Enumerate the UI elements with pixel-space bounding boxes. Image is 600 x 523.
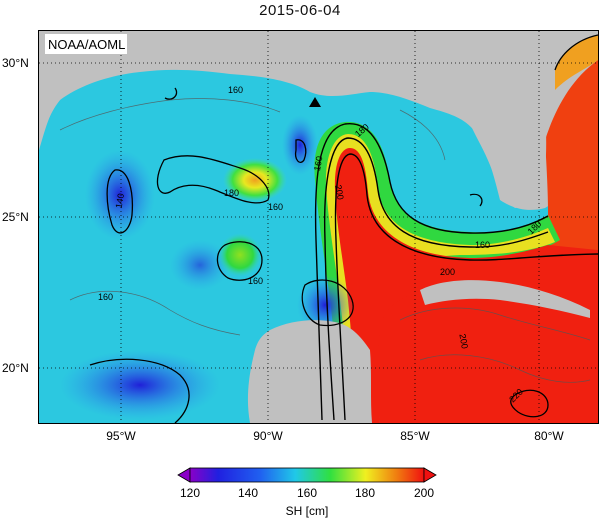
colorbar-tick: 200 [414, 486, 434, 500]
eddy-low-west [85, 150, 155, 240]
contour-label: 200 [440, 267, 455, 277]
contour-label: 200 [333, 184, 345, 201]
colorbar: 120 140 160 180 200 SH [cm] [177, 467, 437, 518]
lat-label: 20°N [2, 361, 29, 375]
contour-label: 160 [312, 155, 324, 172]
north-coast-land [39, 31, 598, 150]
map-plot-area [39, 31, 598, 423]
colorbar-ticks: 120 140 160 180 200 [180, 486, 434, 500]
colorbar-bar [189, 467, 425, 483]
colorbar-max-arrow [423, 467, 437, 483]
yucatan-land [247, 320, 372, 423]
atlantic-warm [545, 60, 598, 262]
lat-lon-grid [39, 31, 598, 423]
contour-label: 160 [228, 85, 243, 95]
colorbar-min-arrow [177, 467, 191, 483]
eddy-high-center [223, 158, 287, 202]
colorbar-label: SH [cm] [286, 504, 329, 518]
colorbar-tick: 160 [297, 486, 317, 500]
lon-label: 90°W [253, 429, 283, 443]
contour-lines [89, 34, 598, 423]
atlantic-edge [555, 35, 598, 90]
cuba-land [420, 280, 590, 318]
contour-label: 200 [457, 333, 469, 350]
lat-label: 30°N [2, 56, 29, 70]
map-frame [38, 30, 599, 424]
lon-axis: 95°W 90°W 85°W 80°W [106, 429, 564, 443]
contour-label: 180 [224, 188, 239, 198]
colorbar-tick: 180 [355, 486, 375, 500]
credit-box [45, 34, 127, 54]
lon-label: 80°W [534, 429, 564, 443]
eddy-low-central [170, 240, 230, 290]
map-title: 2015-06-04 [259, 2, 341, 19]
station-marker [309, 97, 321, 107]
lon-label: 85°W [400, 429, 430, 443]
contour-label: 160 [98, 292, 113, 302]
contour-label: 160 [475, 240, 490, 250]
minor-contours [59, 98, 591, 383]
colorbar-tick: 120 [180, 486, 200, 500]
lat-label: 25°N [2, 210, 29, 224]
lon-label: 95°W [106, 429, 136, 443]
contour-label: 160 [268, 202, 283, 212]
colorbar-tick: 140 [238, 486, 258, 500]
credit-label: NOAA/AOML [48, 37, 125, 52]
eddy-low-north [282, 115, 318, 175]
lat-axis: 30°N 25°N 20°N [2, 56, 29, 375]
eddy-high-south [218, 233, 262, 277]
florida-land [463, 60, 547, 208]
contour-label: 160 [248, 276, 263, 286]
eddy-low-southwest [60, 350, 220, 420]
contour-label: 140 [114, 193, 126, 210]
